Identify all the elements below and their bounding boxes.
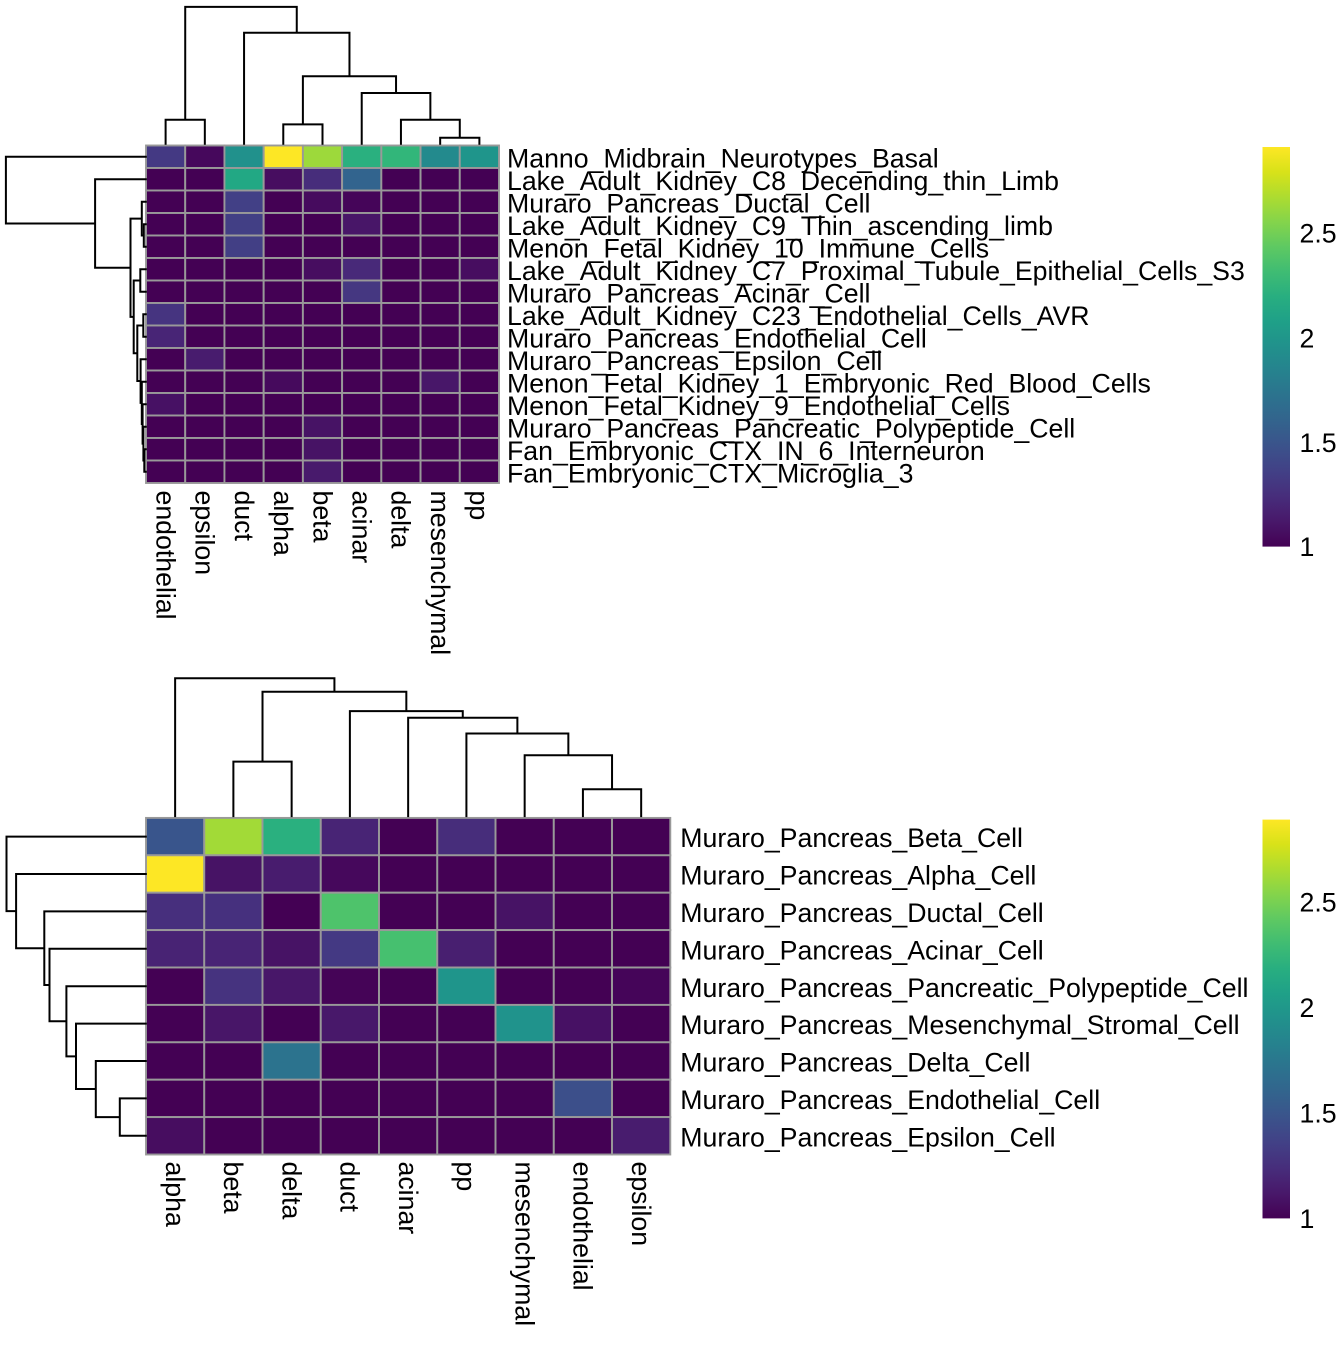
svg-text:2: 2 [1300, 993, 1315, 1023]
svg-text:Fan_Embryonic_CTX_IN_6_Interne: Fan_Embryonic_CTX_IN_6_Interneuron [507, 436, 985, 466]
svg-text:Muraro_Pancreas_Epsilon_Cell: Muraro_Pancreas_Epsilon_Cell [507, 346, 882, 376]
svg-text:Muraro_Pancreas_Alpha_Cell: Muraro_Pancreas_Alpha_Cell [680, 861, 1036, 891]
svg-text:Lake_Adult_Kidney_C8_Decending: Lake_Adult_Kidney_C8_Decending_thin_Limb [507, 166, 1059, 196]
svg-text:Muraro_Pancreas_Endothelial_Ce: Muraro_Pancreas_Endothelial_Cell [680, 1085, 1100, 1115]
svg-text:Menon_Fetal_Kidney_1_Embryonic: Menon_Fetal_Kidney_1_Embryonic_Red_Blood… [507, 368, 1151, 398]
svg-text:Muraro_Pancreas_Ductal_Cell: Muraro_Pancreas_Ductal_Cell [680, 898, 1043, 928]
svg-text:Menon_Fetal_Kidney_10_Immune_C: Menon_Fetal_Kidney_10_Immune_Cells [507, 233, 989, 263]
svg-text:mesenchymal: mesenchymal [425, 491, 455, 656]
svg-text:beta: beta [307, 491, 337, 543]
svg-text:Muraro_Pancreas_Beta_Cell: Muraro_Pancreas_Beta_Cell [680, 823, 1023, 853]
svg-text:duct: duct [229, 491, 259, 542]
svg-text:Manno_Midbrain_Neurotypes_Basa: Manno_Midbrain_Neurotypes_Basal [507, 143, 939, 173]
svg-text:endothelial: endothelial [150, 491, 180, 620]
svg-text:Fan_Embryonic_CTX_Microglia_3: Fan_Embryonic_CTX_Microglia_3 [507, 458, 913, 488]
svg-text:Muraro_Pancreas_Epsilon_Cell: Muraro_Pancreas_Epsilon_Cell [680, 1122, 1055, 1152]
svg-text:beta: beta [218, 1162, 248, 1214]
svg-text:2.5: 2.5 [1300, 219, 1337, 249]
svg-text:1: 1 [1300, 532, 1315, 562]
svg-text:acinar: acinar [393, 1162, 423, 1235]
svg-text:Lake_Adult_Kidney_C9_Thin_asce: Lake_Adult_Kidney_C9_Thin_ascending_limb [507, 211, 1053, 241]
svg-text:delta: delta [386, 491, 416, 549]
svg-text:Muraro_Pancreas_Pancreatic_Pol: Muraro_Pancreas_Pancreatic_Polypeptide_C… [680, 973, 1248, 1003]
svg-text:Muraro_Pancreas_Ductal_Cell: Muraro_Pancreas_Ductal_Cell [507, 188, 870, 218]
svg-text:alpha: alpha [160, 1162, 190, 1227]
svg-text:pp: pp [451, 1162, 481, 1192]
svg-text:alpha: alpha [268, 491, 298, 556]
svg-text:epsilon: epsilon [626, 1162, 656, 1247]
svg-text:mesenchymal: mesenchymal [510, 1162, 540, 1327]
svg-text:Muraro_Pancreas_Delta_Cell: Muraro_Pancreas_Delta_Cell [680, 1048, 1030, 1078]
svg-text:endothelial: endothelial [568, 1162, 598, 1291]
svg-text:Lake_Adult_Kidney_C7_Proximal_: Lake_Adult_Kidney_C7_Proximal_Tubule_Epi… [507, 256, 1245, 286]
svg-text:1.5: 1.5 [1300, 428, 1337, 458]
svg-text:1: 1 [1300, 1204, 1315, 1234]
svg-text:pp: pp [464, 491, 494, 521]
svg-text:2.5: 2.5 [1300, 887, 1337, 917]
svg-text:2: 2 [1300, 323, 1315, 353]
svg-text:delta: delta [276, 1162, 306, 1220]
svg-text:Muraro_Pancreas_Pancreatic_Pol: Muraro_Pancreas_Pancreatic_Polypeptide_C… [507, 413, 1075, 443]
svg-text:Muraro_Pancreas_Mesenchymal_St: Muraro_Pancreas_Mesenchymal_Stromal_Cell [680, 1010, 1239, 1040]
svg-text:Muraro_Pancreas_Acinar_Cell: Muraro_Pancreas_Acinar_Cell [680, 935, 1043, 965]
svg-text:acinar: acinar [347, 491, 377, 564]
svg-text:Muraro_Pancreas_Acinar_Cell: Muraro_Pancreas_Acinar_Cell [507, 278, 870, 308]
svg-text:epsilon: epsilon [190, 491, 220, 576]
svg-text:Menon_Fetal_Kidney_9_Endotheli: Menon_Fetal_Kidney_9_Endothelial_Cells [507, 391, 1010, 421]
svg-text:Lake_Adult_Kidney_C23_Endothel: Lake_Adult_Kidney_C23_Endothelial_Cells_… [507, 301, 1090, 331]
svg-text:duct: duct [335, 1162, 365, 1213]
svg-text:1.5: 1.5 [1300, 1099, 1337, 1129]
svg-text:Muraro_Pancreas_Endothelial_Ce: Muraro_Pancreas_Endothelial_Cell [507, 323, 927, 353]
